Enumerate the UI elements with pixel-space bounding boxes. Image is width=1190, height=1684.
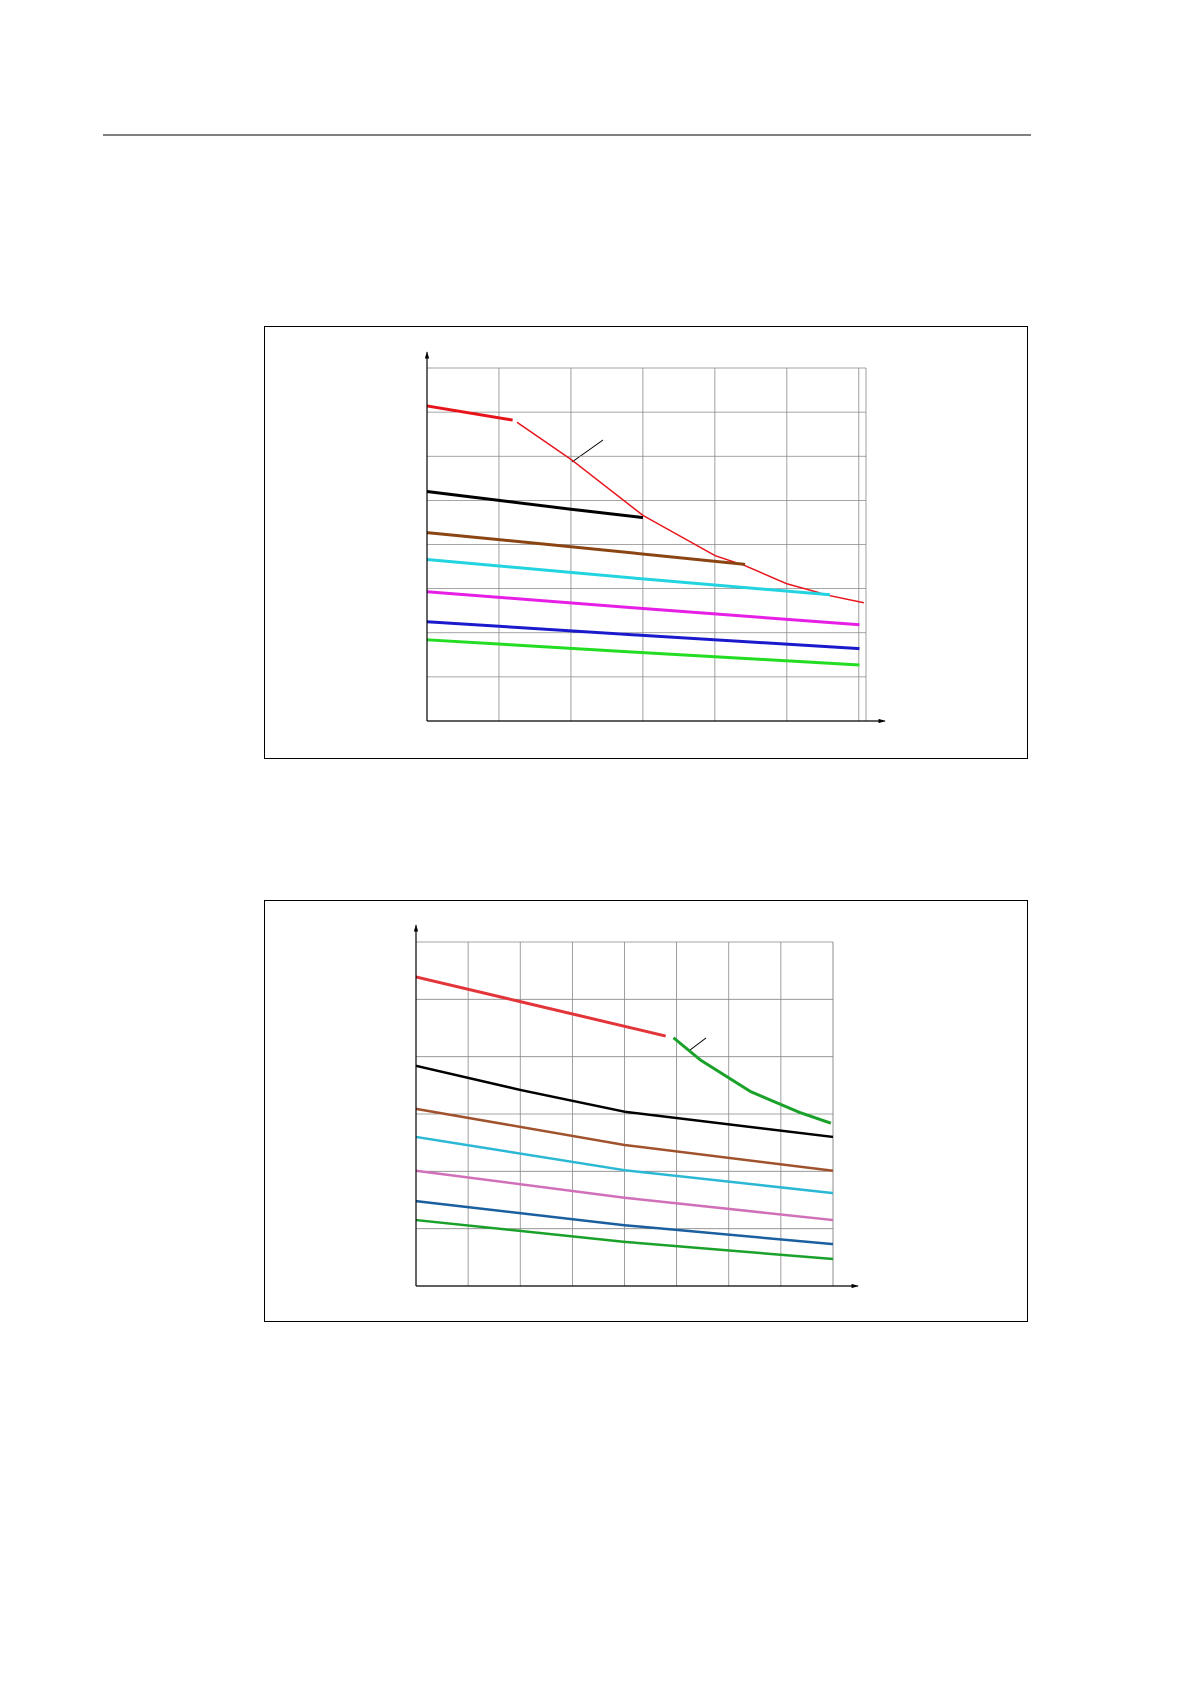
data-line: [426, 531, 746, 566]
data-line: [672, 1036, 832, 1125]
data-line: [415, 1135, 834, 1195]
data-line: [415, 1218, 834, 1261]
data-line: [516, 421, 864, 604]
data-line: [426, 558, 831, 597]
leader-line: [689, 1037, 707, 1051]
data-line: [415, 1064, 834, 1139]
data-line: [426, 404, 513, 422]
data-line: [426, 590, 860, 627]
data-line: [415, 1169, 834, 1222]
charts: [413, 351, 886, 1289]
figure-frame: [264, 326, 1028, 759]
chart: [424, 351, 886, 724]
data-line: [426, 638, 860, 667]
leader-line: [571, 439, 604, 463]
data-line: [415, 975, 667, 1038]
data-line: [426, 490, 644, 520]
chart: [413, 924, 859, 1289]
figure-frame: [264, 900, 1028, 1322]
data-line: [415, 1199, 834, 1246]
data-line: [415, 1107, 834, 1173]
data-line: [426, 620, 860, 651]
